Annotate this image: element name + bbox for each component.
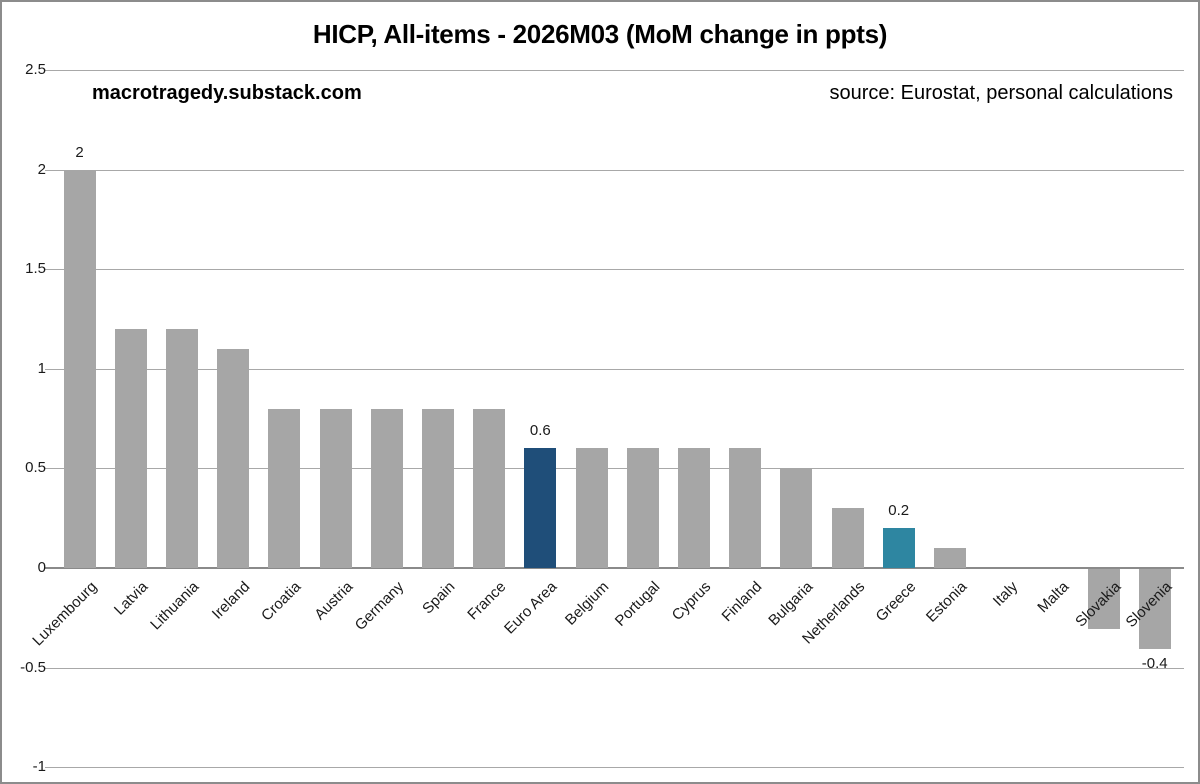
- bar-spain: [421, 408, 454, 568]
- chart-title: HICP, All-items - 2026M03 (MoM change in…: [312, 19, 888, 49]
- gridline-y-2: [45, 169, 1184, 171]
- bar-latvia: [114, 328, 147, 568]
- y-axis-tick-label: 0: [37, 559, 46, 576]
- watermark-text: macrotragedy.substack.com: [92, 82, 362, 104]
- bar-slovenia: [1138, 569, 1171, 649]
- bar-bulgaria: [780, 468, 813, 568]
- source-note: source: Eurostat, personal calculations: [829, 82, 1173, 104]
- bar-croatia: [268, 408, 301, 568]
- gridline-y--0.5: [45, 667, 1184, 669]
- y-axis-tick-label: 2: [37, 160, 46, 178]
- bar-finland: [729, 448, 762, 568]
- data-label-luxembourg: 2: [75, 143, 84, 161]
- bar-austria: [319, 408, 352, 568]
- gridline-y-2.5: [45, 70, 1184, 71]
- bar-greece: [882, 528, 915, 568]
- gridline-y-1: [45, 368, 1184, 370]
- y-axis-tick-label: 2.5: [25, 61, 46, 78]
- bar-luxembourg: [63, 169, 96, 568]
- bar-germany: [370, 408, 403, 568]
- zero-axis-line: [45, 567, 1184, 569]
- data-label-greece: 0.2: [888, 502, 910, 520]
- y-axis-tick-label: 1: [37, 359, 46, 377]
- gridline-y-0.5: [45, 468, 1184, 470]
- bar-slovakia: [1087, 569, 1120, 629]
- bar-france: [473, 408, 506, 568]
- bar-cyprus: [677, 448, 710, 568]
- bar-euro-area: [524, 448, 557, 568]
- bar-lithuania: [165, 328, 198, 568]
- y-axis-tick-label: 1.5: [25, 260, 46, 278]
- y-axis-tick-label: -1: [32, 758, 46, 776]
- gridline-y--1: [45, 767, 1184, 769]
- bar-belgium: [575, 448, 608, 568]
- y-axis-tick-label: 0.5: [25, 459, 46, 477]
- bar-netherlands: [831, 508, 864, 568]
- gridline-y-1.5: [45, 269, 1184, 271]
- y-axis-tick-label: -0.5: [20, 658, 46, 676]
- data-label-euro-area: 0.6: [529, 422, 551, 440]
- bar-portugal: [626, 448, 659, 568]
- bar-ireland: [217, 348, 250, 568]
- bar-estonia: [933, 548, 966, 568]
- data-label-slovenia: -0.4: [1141, 654, 1168, 672]
